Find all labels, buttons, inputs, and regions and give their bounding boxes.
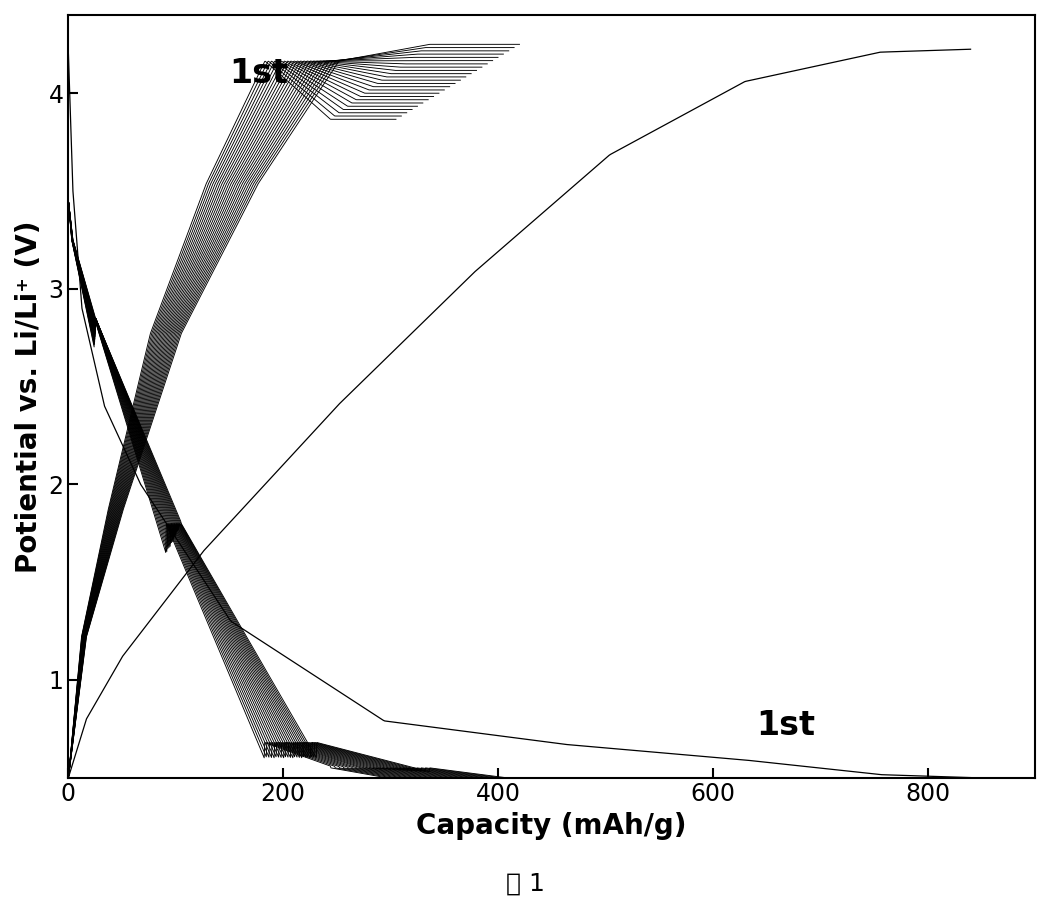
Text: 1st: 1st (230, 58, 289, 90)
Y-axis label: Potiential vs. Li/Li⁺ (V): Potiential vs. Li/Li⁺ (V) (15, 220, 43, 572)
Text: 图 1: 图 1 (505, 872, 545, 896)
Text: 1st: 1st (756, 708, 815, 742)
X-axis label: Capacity (mAh/g): Capacity (mAh/g) (417, 812, 687, 840)
